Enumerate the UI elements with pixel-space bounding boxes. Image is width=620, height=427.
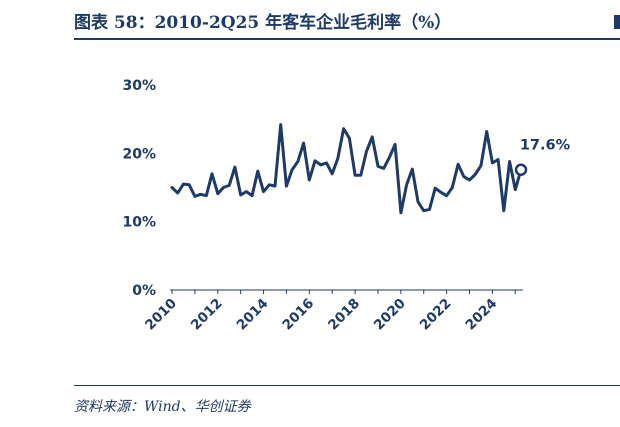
- series-line-gross-margin: [170, 123, 523, 215]
- adjacent-panel-bottom-divider: [614, 385, 620, 386]
- y-tick-label: 20%: [122, 146, 156, 162]
- last-point-label: 17.6%: [520, 138, 571, 154]
- figure-title: 图表 58：2010-2Q25 年客车企业毛利率（%）: [74, 13, 452, 33]
- y-tick-label: 30%: [122, 78, 156, 94]
- last-point-marker: [514, 163, 528, 176]
- y-tick-label: 10%: [122, 215, 156, 231]
- x-tick-label: 2018: [325, 296, 363, 334]
- x-tick-label: 2024: [462, 296, 500, 334]
- x-tick-label: 2020: [371, 296, 409, 334]
- x-tick-label: 2022: [417, 296, 455, 334]
- adjacent-panel-title-fragment: [614, 15, 620, 29]
- source-divider: [74, 385, 614, 386]
- y-axis-ticks: 0% 10% 20% 30%: [122, 78, 156, 299]
- x-tick-label: 2014: [234, 296, 272, 334]
- x-tick-label: 2010: [142, 296, 180, 334]
- series-points: [171, 123, 523, 214]
- x-tick-label: 2012: [188, 296, 226, 334]
- x-tick-label: 2016: [279, 296, 317, 334]
- source-note: 资料来源：Wind、华创证券: [74, 399, 251, 415]
- adjacent-panel-divider: [614, 38, 620, 40]
- title-divider: [74, 38, 614, 40]
- x-axis-ticks: 2010 2012 2014 2016 2018 2020 2022 2024: [142, 290, 516, 334]
- y-tick-label: 0%: [132, 283, 156, 299]
- gross-margin-line-chart: 0% 10% 20% 30% 2010 2012 2014 2016 2018 2020 2022…: [122, 78, 571, 334]
